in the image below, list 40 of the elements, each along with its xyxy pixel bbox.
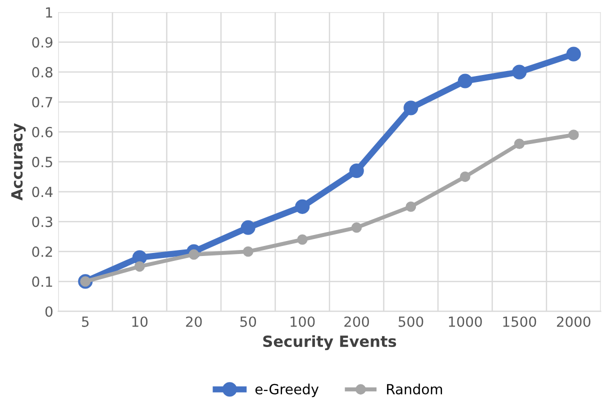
x-axis-title: Security Events xyxy=(263,335,396,350)
x-tick-label: 1000 xyxy=(448,316,482,327)
x-tick-label: 200 xyxy=(344,316,369,327)
y-tick-label: 0.4 xyxy=(32,186,53,198)
point xyxy=(568,130,579,140)
x-tick-label: 50 xyxy=(240,316,256,327)
x-tick-label: 10 xyxy=(132,316,148,327)
point xyxy=(512,64,527,80)
legend-label: e-Greedy xyxy=(255,384,319,398)
y-tick-label: 0.9 xyxy=(32,37,52,48)
y-tick-label: 0.6 xyxy=(32,126,52,138)
point xyxy=(460,172,470,182)
x-tick-label: 500 xyxy=(398,316,424,327)
point xyxy=(404,100,418,116)
y-tick-label: 0 xyxy=(45,306,52,317)
point xyxy=(514,138,525,150)
y-tick-label: 0.8 xyxy=(32,67,52,78)
x-tick-label: 1500 xyxy=(503,316,536,327)
point xyxy=(349,163,364,178)
point xyxy=(406,201,416,212)
point xyxy=(242,246,254,257)
point xyxy=(240,220,256,235)
x-tick-label: 5 xyxy=(82,316,89,327)
point xyxy=(351,222,362,233)
point xyxy=(458,74,472,88)
y-tick-label: 0.5 xyxy=(32,156,52,168)
y-axis-title: Accuracy xyxy=(11,123,26,201)
x-tick-label: 100 xyxy=(290,316,315,327)
legend-label: Random xyxy=(387,384,442,394)
y-tick-label: 0.1 xyxy=(32,276,52,287)
point xyxy=(134,261,145,272)
point xyxy=(297,234,308,245)
x-tick-label: 20 xyxy=(186,316,202,327)
y-tick-label: 0.7 xyxy=(32,96,52,108)
point xyxy=(295,199,310,214)
y-tick-label: 0.3 xyxy=(32,216,52,228)
x-tick-label: 2000 xyxy=(556,316,590,327)
y-tick-label: 0.2 xyxy=(32,246,52,257)
point xyxy=(566,46,581,62)
y-tick-label: 1 xyxy=(46,7,52,18)
